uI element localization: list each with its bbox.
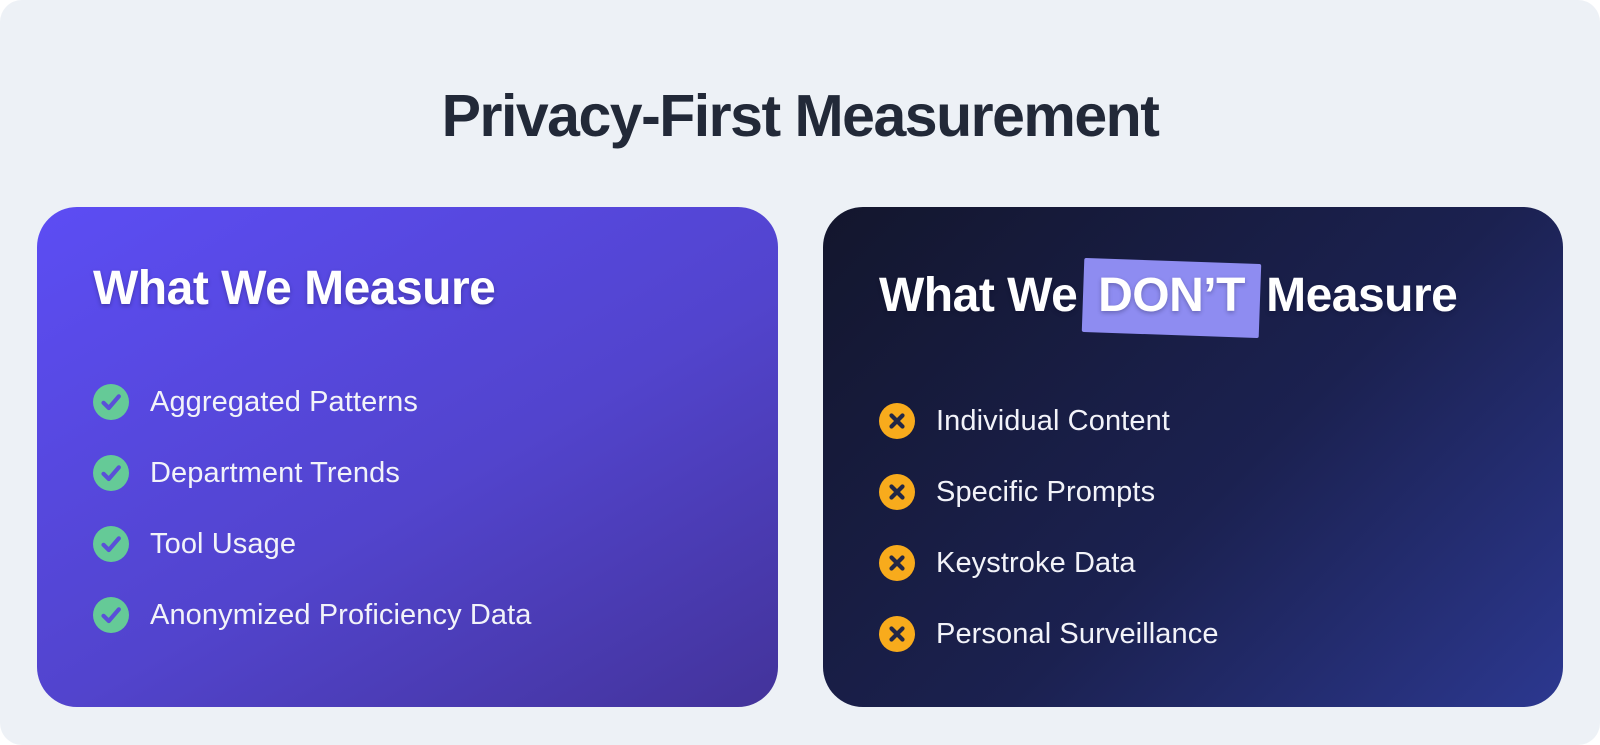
list-item-label: Department Trends xyxy=(150,456,400,489)
heading-suffix: Measure xyxy=(1266,269,1458,322)
what-we-measure-card: What We Measure Aggregated Patterns Depa… xyxy=(37,207,778,707)
check-circle-icon xyxy=(93,597,129,634)
check-circle-icon xyxy=(93,384,129,421)
list-item: Tool Usage xyxy=(93,526,722,563)
x-circle-icon xyxy=(879,403,915,440)
x-circle-icon xyxy=(879,545,915,582)
list-item-label: Keystroke Data xyxy=(936,546,1136,579)
what-we-dont-measure-card: What We DON’T Measure Individual Content S… xyxy=(823,207,1563,707)
measure-card-heading: What We Measure xyxy=(93,262,496,315)
list-item: Specific Prompts xyxy=(879,474,1507,511)
dont-measure-list: Individual Content Specific Prompts Keys… xyxy=(879,403,1507,653)
list-item-label: Tool Usage xyxy=(150,527,297,560)
list-item-label: Individual Content xyxy=(936,404,1170,437)
list-item: Aggregated Patterns xyxy=(93,384,722,421)
check-circle-icon xyxy=(93,526,129,563)
list-item: Personal Surveillance xyxy=(879,616,1507,653)
heading-prefix: What We xyxy=(879,269,1078,322)
dont-highlight: DON’T xyxy=(1082,257,1262,339)
measure-list: Aggregated Patterns Department Trends To… xyxy=(93,384,722,634)
list-item: Keystroke Data xyxy=(879,545,1507,582)
dont-card-heading: What We DON’T Measure xyxy=(879,257,1507,339)
heading-highlight-text: DON’T xyxy=(1098,269,1246,323)
list-item-label: Aggregated Patterns xyxy=(150,385,418,418)
list-item-label: Personal Surveillance xyxy=(936,617,1219,650)
list-item: Department Trends xyxy=(93,455,722,492)
page-title: Privacy-First Measurement xyxy=(441,83,1160,149)
check-circle-icon xyxy=(93,455,129,492)
list-item-label: Specific Prompts xyxy=(936,475,1156,508)
list-item: Anonymized Proficiency Data xyxy=(93,597,722,634)
x-circle-icon xyxy=(879,616,915,653)
x-circle-icon xyxy=(879,474,915,511)
list-item: Individual Content xyxy=(879,403,1507,440)
list-item-label: Anonymized Proficiency Data xyxy=(150,598,532,631)
